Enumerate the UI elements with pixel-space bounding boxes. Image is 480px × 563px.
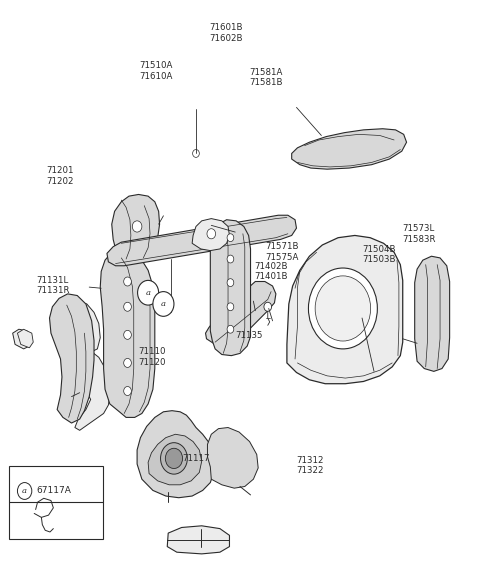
Circle shape (17, 482, 32, 499)
Polygon shape (292, 129, 407, 169)
Text: 67117A: 67117A (57, 497, 92, 506)
Circle shape (124, 387, 132, 395)
Polygon shape (207, 427, 258, 488)
Text: 71135: 71135 (235, 331, 263, 340)
Circle shape (315, 276, 371, 341)
Text: 71573L
71583R: 71573L 71583R (403, 224, 436, 244)
Polygon shape (415, 256, 450, 372)
Circle shape (227, 303, 234, 311)
Polygon shape (107, 215, 297, 266)
Text: 71312
71322: 71312 71322 (297, 455, 324, 475)
Circle shape (227, 279, 234, 287)
Text: 71402B
71401B: 71402B 71401B (254, 262, 288, 282)
Polygon shape (112, 194, 159, 262)
Circle shape (124, 302, 132, 311)
Polygon shape (12, 329, 30, 349)
Text: 71601B
71602B: 71601B 71602B (209, 23, 242, 43)
Text: a: a (161, 300, 166, 308)
Circle shape (132, 221, 142, 232)
Circle shape (153, 292, 174, 316)
Circle shape (227, 255, 234, 263)
Text: 71571B
71575A: 71571B 71575A (265, 242, 299, 262)
Text: 67117A: 67117A (36, 486, 72, 495)
Polygon shape (17, 329, 33, 348)
Polygon shape (192, 218, 229, 251)
Circle shape (165, 448, 182, 468)
Polygon shape (205, 282, 276, 346)
Text: 71131L
71131R: 71131L 71131R (36, 276, 70, 295)
Polygon shape (210, 220, 251, 356)
Circle shape (309, 268, 377, 349)
Text: 71110
71120: 71110 71120 (139, 347, 166, 367)
Polygon shape (75, 352, 111, 430)
Polygon shape (148, 434, 202, 485)
Text: 71510A
71610A: 71510A 71610A (140, 61, 173, 81)
Polygon shape (287, 235, 403, 384)
Polygon shape (167, 526, 229, 554)
Circle shape (124, 359, 132, 368)
Text: a: a (22, 487, 27, 495)
Polygon shape (49, 294, 94, 423)
Circle shape (124, 277, 132, 286)
Text: 71117: 71117 (182, 454, 210, 463)
Circle shape (160, 443, 187, 474)
Circle shape (227, 325, 234, 333)
Circle shape (264, 302, 272, 311)
Polygon shape (68, 301, 100, 354)
Polygon shape (137, 410, 214, 498)
Text: 71581A
71581B: 71581A 71581B (250, 68, 283, 87)
Text: 71504B
71503B: 71504B 71503B (362, 245, 396, 265)
Text: a: a (145, 289, 151, 297)
Circle shape (192, 150, 199, 158)
Circle shape (138, 280, 158, 305)
Circle shape (124, 330, 132, 339)
Circle shape (227, 234, 234, 242)
Circle shape (207, 229, 216, 239)
FancyBboxPatch shape (9, 466, 103, 539)
Polygon shape (100, 249, 155, 417)
Text: 71201
71202: 71201 71202 (46, 167, 73, 186)
